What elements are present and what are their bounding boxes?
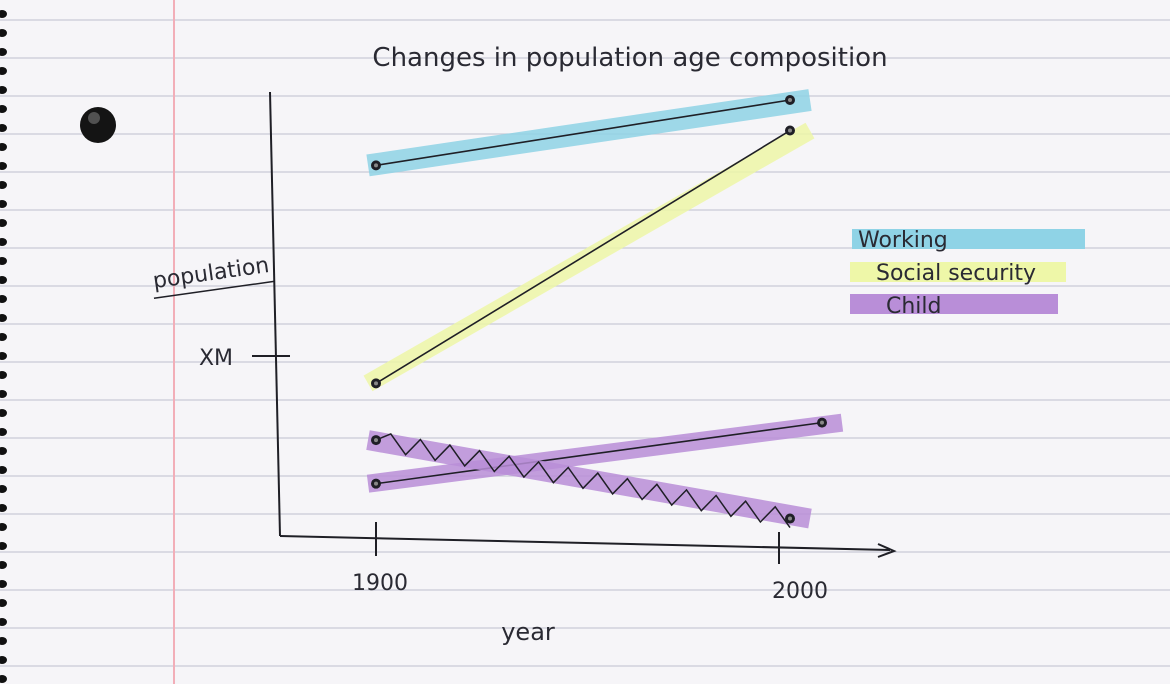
legend: Working Social security Child	[850, 228, 1085, 319]
spiral-hole	[0, 409, 7, 417]
spiral-hole	[0, 447, 7, 455]
spiral-hole	[0, 314, 7, 322]
spiral-hole	[0, 580, 7, 588]
legend-swatch-child	[850, 294, 1058, 314]
spiral-hole	[0, 67, 7, 75]
series-highlight	[363, 122, 815, 392]
spiral-hole	[0, 124, 7, 132]
spiral-hole	[0, 48, 7, 56]
spiral-hole	[0, 466, 7, 474]
legend-swatch-social	[850, 262, 1066, 282]
y-axis-label: population	[151, 253, 270, 294]
spiral-hole	[0, 238, 7, 246]
spiral-hole	[0, 86, 7, 94]
data-point-center	[374, 163, 378, 168]
spiral-binding-icon	[0, 10, 7, 683]
y-axis	[269, 91, 281, 537]
spiral-hole	[0, 618, 7, 626]
spiral-hole	[0, 561, 7, 569]
series-line	[375, 99, 791, 167]
spiral-hole	[0, 504, 7, 512]
binder-hole-shine	[88, 112, 100, 124]
spiral-hole	[0, 485, 7, 493]
spiral-hole	[0, 428, 7, 436]
spiral-hole	[0, 276, 7, 284]
spiral-hole	[0, 371, 7, 379]
spiral-hole	[0, 162, 7, 170]
spiral-hole	[0, 219, 7, 227]
spiral-hole	[0, 257, 7, 265]
spiral-hole	[0, 295, 7, 303]
x-tick-label-1900: 1900	[352, 571, 408, 596]
y-tick-label: XM	[199, 346, 233, 371]
data-point-center	[788, 128, 792, 133]
x-axis-arrow-icon	[877, 543, 897, 558]
spiral-hole	[0, 542, 7, 550]
spiral-hole	[0, 523, 7, 531]
series-line	[375, 421, 823, 485]
legend-swatch-working	[852, 229, 1085, 249]
spiral-hole	[0, 675, 7, 683]
y-axis-label-group: population	[151, 253, 275, 299]
data-point-center	[374, 438, 378, 443]
spiral-hole	[0, 637, 7, 645]
spiral-hole	[0, 200, 7, 208]
series-layer	[363, 89, 844, 529]
data-point-center	[820, 420, 824, 425]
data-point-center	[374, 481, 378, 486]
series-line	[375, 129, 791, 385]
data-point-center	[788, 98, 792, 102]
spiral-hole	[0, 105, 7, 113]
spiral-hole	[0, 181, 7, 189]
series-line	[375, 432, 791, 529]
spiral-hole	[0, 656, 7, 664]
spiral-hole	[0, 352, 7, 360]
spiral-hole	[0, 599, 7, 607]
data-point-center	[788, 516, 792, 521]
legend-label-social: Social security	[876, 261, 1036, 286]
spiral-hole	[0, 390, 7, 398]
x-axis	[279, 535, 891, 551]
x-tick-label-2000: 2000	[772, 579, 828, 604]
spiral-hole	[0, 10, 7, 18]
x-axis-label: year	[501, 618, 555, 646]
legend-label-child: Child	[886, 294, 942, 319]
spiral-hole	[0, 333, 7, 341]
spiral-hole	[0, 143, 7, 151]
spiral-hole	[0, 29, 7, 37]
data-point-center	[374, 381, 378, 386]
chart-title: Changes in population age composition	[372, 43, 887, 73]
legend-label-working: Working	[858, 228, 948, 253]
y-axis-label-underline	[153, 280, 275, 299]
